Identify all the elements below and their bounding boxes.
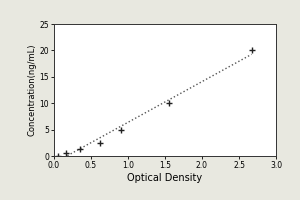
X-axis label: Optical Density: Optical Density [128,173,202,183]
Y-axis label: Concentration(ng/mL): Concentration(ng/mL) [28,44,37,136]
